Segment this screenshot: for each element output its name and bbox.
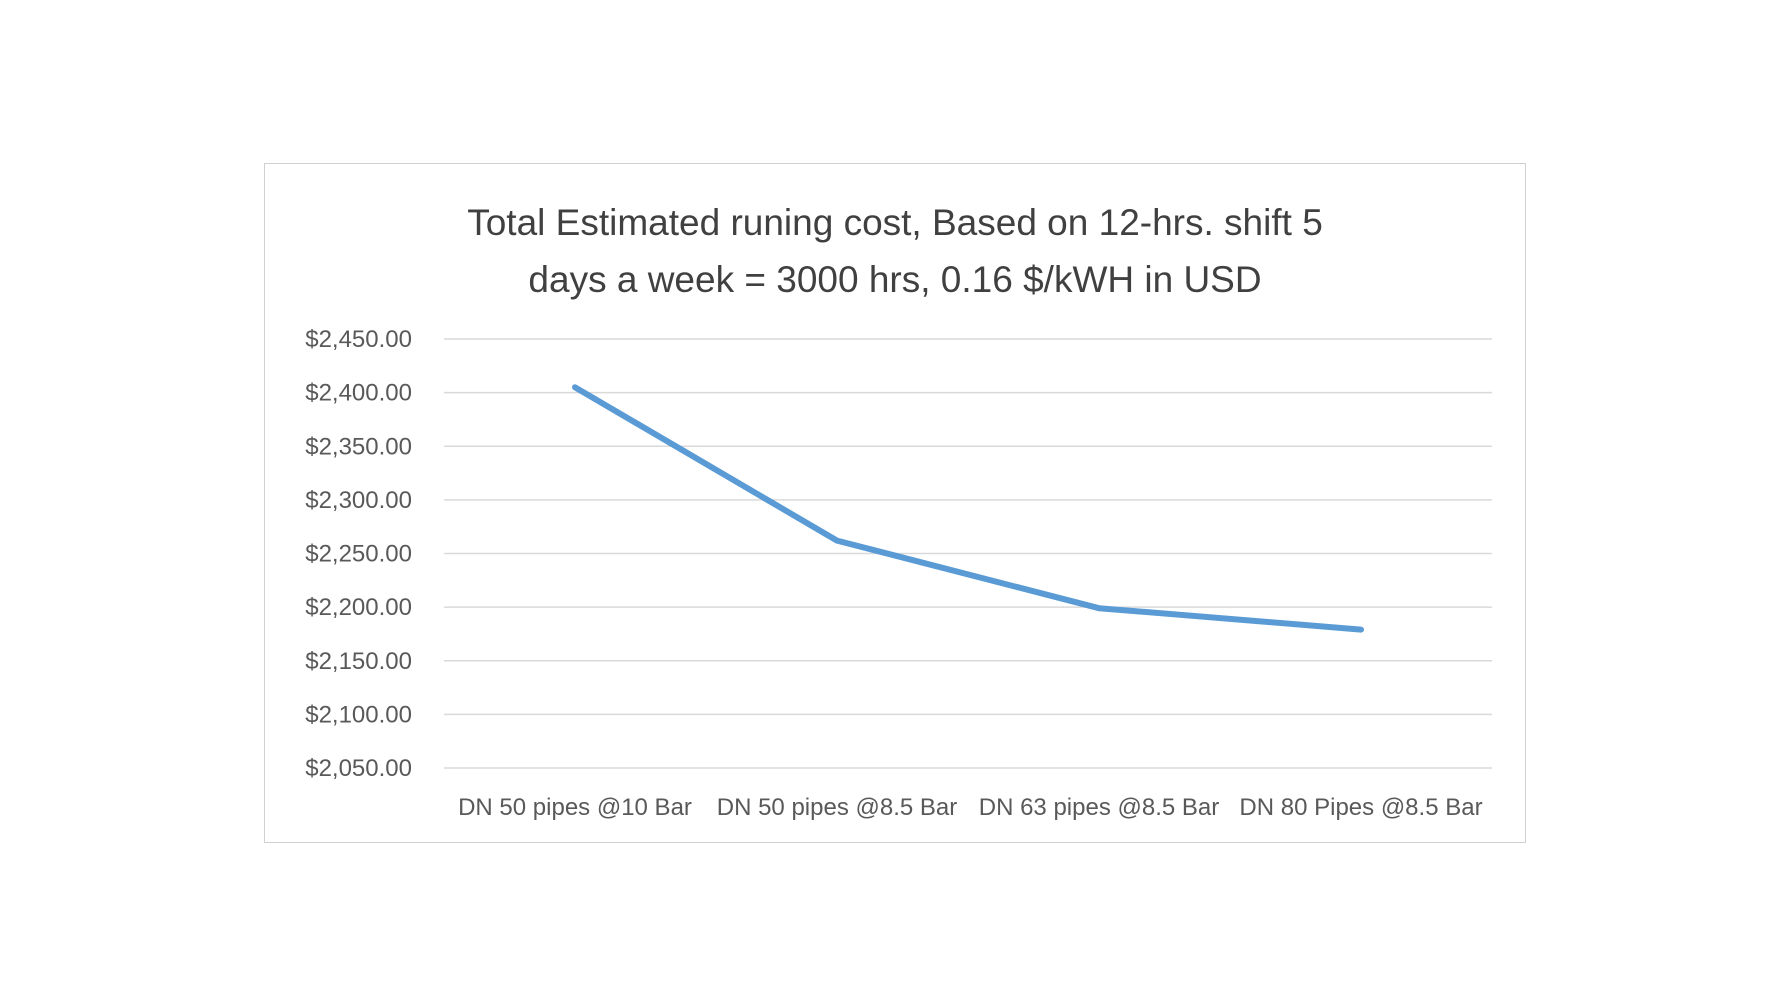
x-category-label: DN 50 pipes @8.5 Bar [717,794,957,821]
x-category-label: DN 80 Pipes @8.5 Bar [1239,794,1482,821]
x-axis-category-labels: DN 50 pipes @10 Bar DN 50 pipes @8.5 Bar D… [458,794,1482,821]
x-category-label: DN 63 pipes @8.5 Bar [979,794,1219,821]
chart-frame: Total Estimated runing cost, Based on 12… [264,163,1526,843]
y-tick-label: $2,350.00 [305,433,412,460]
y-tick-label: $2,200.00 [305,594,412,621]
y-tick-label: $2,150.00 [305,648,412,675]
y-tick-label: $2,250.00 [305,541,412,568]
y-tick-label: $2,300.00 [305,487,412,514]
y-tick-label: $2,450.00 [305,326,412,353]
series-line [572,384,1364,633]
line-chart: $2,450.00 $2,400.00 $2,350.00 $2,300.00 $2,2… [305,326,1492,821]
y-tick-label: $2,100.00 [305,701,412,728]
chart-title-line-2: days a week = 3000 hrs, 0.16 $/kWH in US… [528,259,1262,300]
series-layer [572,384,1364,633]
y-tick-label: $2,400.00 [305,380,412,407]
chart-title: Total Estimated runing cost, Based on 12… [265,194,1525,308]
y-axis-tick-labels: $2,450.00 $2,400.00 $2,350.00 $2,300.00 $2,2… [305,326,412,782]
y-tick-label: $2,050.00 [305,755,412,782]
x-category-label: DN 50 pipes @10 Bar [458,794,692,821]
gridlines [444,338,1492,769]
chart-title-line-1: Total Estimated runing cost, Based on 12… [467,202,1323,243]
